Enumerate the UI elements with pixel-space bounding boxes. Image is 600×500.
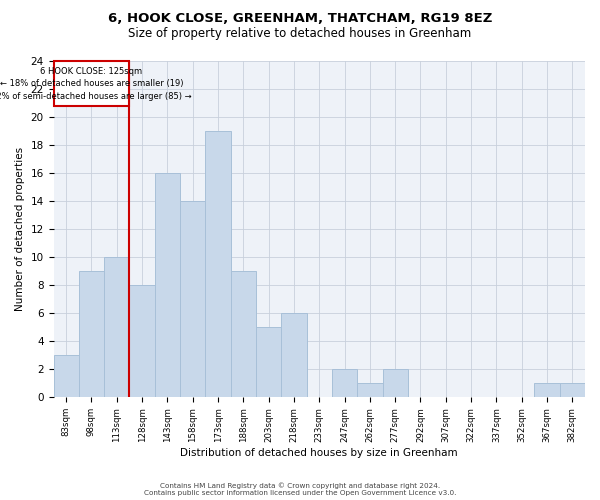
FancyBboxPatch shape (53, 62, 130, 106)
Bar (155, 174, 180, 398)
Bar (79, 272, 104, 398)
Text: Contains HM Land Registry data © Crown copyright and database right 2024.: Contains HM Land Registry data © Crown c… (160, 482, 440, 489)
Bar (230, 272, 256, 398)
Text: Size of property relative to detached houses in Greenham: Size of property relative to detached ho… (128, 28, 472, 40)
Y-axis label: Number of detached properties: Number of detached properties (15, 148, 25, 312)
Bar (383, 370, 408, 398)
Bar (180, 202, 205, 398)
Text: 6, HOOK CLOSE, GREENHAM, THATCHAM, RG19 8EZ: 6, HOOK CLOSE, GREENHAM, THATCHAM, RG19 … (108, 12, 492, 26)
X-axis label: Distribution of detached houses by size in Greenham: Distribution of detached houses by size … (181, 448, 458, 458)
Bar (281, 314, 307, 398)
Bar (104, 258, 130, 398)
Bar (205, 132, 230, 398)
Bar (332, 370, 357, 398)
Bar (560, 384, 585, 398)
Bar (130, 286, 155, 398)
Bar (53, 356, 79, 398)
Bar (535, 384, 560, 398)
Bar (357, 384, 383, 398)
Text: 6 HOOK CLOSE: 125sqm
← 18% of detached houses are smaller (19)
82% of semi-detac: 6 HOOK CLOSE: 125sqm ← 18% of detached h… (0, 67, 192, 101)
Bar (256, 328, 281, 398)
Text: Contains public sector information licensed under the Open Government Licence v3: Contains public sector information licen… (144, 490, 456, 496)
